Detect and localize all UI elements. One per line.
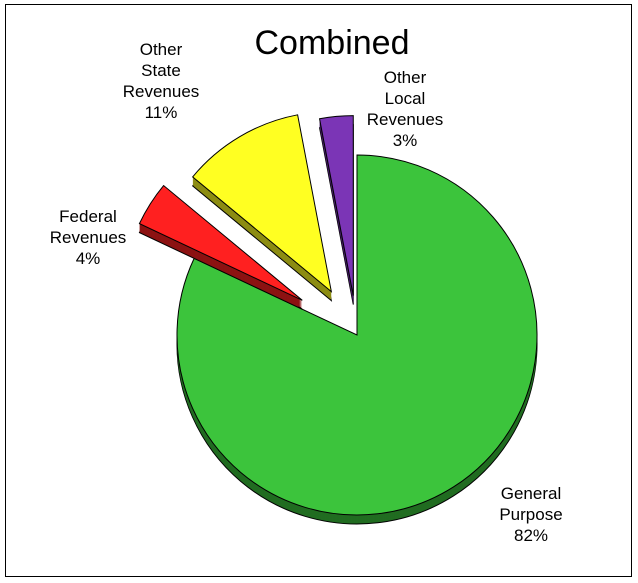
slices-layer [138,114,538,525]
pie-chart: Combined General Purpose 82% Federal Revenue… [50,24,563,545]
slice-percent-label: 82% [514,526,548,545]
slice-name-label: Purpose [499,505,562,524]
slice-name-label: General [501,484,561,503]
chart-frame: Combined General Purpose 82% Federal Revenue… [5,4,632,577]
pie-slice-top [191,114,333,293]
slice-label: General Purpose 82% [499,484,562,545]
slice-name-label: Federal [59,207,117,226]
pie-slice [176,154,538,525]
slice-name-label: Other [384,68,427,87]
pie-slice-top [176,154,538,516]
slice-percent-label: 4% [76,249,101,268]
slice-name-label: Local [385,89,426,108]
slice-label: Other Local Revenues 3% [367,68,444,150]
slice-percent-label: 11% [145,103,178,122]
pie-slice-top [318,115,354,296]
slice-label: Federal Revenues 4% [50,207,127,268]
pie-slice [318,115,354,305]
slice-label: Other State Revenues 11% [123,40,200,122]
slice-name-label: Revenues [123,82,200,101]
labels-layer: General Purpose 82% Federal Revenues 4% Other S… [50,40,563,545]
slice-name-label: Other [140,40,183,59]
chart-title: Combined [255,24,410,62]
slice-name-label: State [141,61,181,80]
slice-name-label: Revenues [50,228,127,247]
pie-slice [191,114,333,302]
pie-slice-top [138,184,303,301]
pie-slice [138,184,303,310]
slice-name-label: Revenues [367,110,444,129]
slice-percent-label: 3% [393,131,418,150]
